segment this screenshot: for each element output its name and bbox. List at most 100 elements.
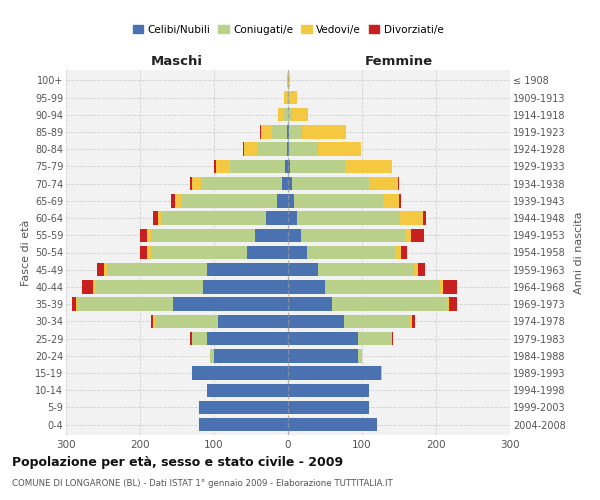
Bar — [288, 177, 292, 190]
Bar — [288, 194, 401, 207]
Bar — [266, 212, 288, 225]
Bar — [199, 400, 288, 414]
Bar — [76, 298, 288, 311]
Bar — [287, 74, 288, 87]
Bar — [288, 74, 290, 87]
Bar — [288, 418, 377, 432]
Bar — [181, 194, 288, 207]
Bar — [192, 366, 288, 380]
Bar — [288, 246, 395, 259]
Bar — [260, 126, 288, 138]
Bar — [288, 177, 399, 190]
Bar — [288, 400, 370, 414]
Bar — [288, 384, 370, 397]
Text: Femmine: Femmine — [365, 56, 433, 68]
Bar — [77, 298, 288, 311]
Bar — [288, 91, 297, 104]
Bar — [288, 246, 401, 259]
Bar — [288, 314, 410, 328]
Bar — [284, 91, 288, 104]
Bar — [287, 126, 288, 138]
Bar — [288, 126, 302, 138]
Bar — [288, 160, 392, 173]
Bar — [288, 212, 427, 225]
Bar — [199, 418, 288, 432]
Bar — [218, 314, 288, 328]
Bar — [288, 263, 418, 276]
Bar — [199, 400, 288, 414]
Bar — [287, 91, 288, 104]
Bar — [288, 332, 358, 345]
Bar — [277, 194, 288, 207]
Bar — [288, 384, 370, 397]
Bar — [288, 418, 377, 432]
Bar — [288, 263, 317, 276]
Bar — [288, 280, 443, 293]
Bar — [282, 177, 288, 190]
Bar — [288, 384, 370, 397]
Bar — [288, 314, 412, 328]
Bar — [288, 332, 392, 345]
Bar — [288, 400, 370, 414]
Bar — [288, 332, 393, 345]
Bar — [210, 349, 288, 362]
Legend: Celibi/Nubili, Coniugati/e, Vedovi/e, Divorziati/e: Celibi/Nubili, Coniugati/e, Vedovi/e, Di… — [128, 20, 448, 39]
Bar — [288, 314, 415, 328]
Bar — [158, 212, 288, 225]
Bar — [199, 418, 288, 432]
Bar — [254, 228, 288, 242]
Bar — [95, 280, 288, 293]
Bar — [173, 298, 288, 311]
Bar — [288, 298, 457, 311]
Bar — [192, 366, 288, 380]
Bar — [192, 366, 288, 380]
Bar — [97, 263, 288, 276]
Bar — [288, 108, 308, 122]
Bar — [288, 349, 362, 362]
Bar — [152, 212, 288, 225]
Bar — [230, 160, 288, 173]
Bar — [288, 228, 424, 242]
Bar — [151, 228, 288, 242]
Bar — [210, 349, 288, 362]
Bar — [288, 246, 307, 259]
Bar — [288, 91, 297, 104]
Bar — [247, 246, 288, 259]
Bar — [288, 366, 382, 380]
Bar — [206, 263, 288, 276]
Bar — [288, 280, 457, 293]
Bar — [288, 298, 449, 311]
Bar — [288, 332, 392, 345]
Bar — [278, 108, 288, 122]
Bar — [199, 400, 288, 414]
Bar — [199, 400, 288, 414]
Bar — [192, 366, 288, 380]
Bar — [287, 74, 288, 87]
Bar — [288, 246, 407, 259]
Bar — [288, 400, 370, 414]
Bar — [288, 194, 294, 207]
Y-axis label: Anni di nascita: Anni di nascita — [574, 211, 584, 294]
Bar — [104, 263, 288, 276]
Bar — [214, 349, 288, 362]
Bar — [288, 194, 383, 207]
Bar — [288, 142, 361, 156]
Bar — [151, 246, 288, 259]
Bar — [140, 246, 288, 259]
Bar — [288, 298, 447, 311]
Bar — [199, 418, 288, 432]
Bar — [288, 366, 380, 380]
Bar — [288, 280, 325, 293]
Bar — [206, 384, 288, 397]
Bar — [288, 177, 370, 190]
Bar — [284, 91, 288, 104]
Text: Maschi: Maschi — [151, 56, 203, 68]
Bar — [210, 349, 288, 362]
Bar — [162, 212, 288, 225]
Bar — [288, 400, 370, 414]
Bar — [206, 384, 288, 397]
Bar — [288, 212, 400, 225]
Bar — [72, 298, 288, 311]
Bar — [288, 194, 399, 207]
Bar — [244, 142, 288, 156]
